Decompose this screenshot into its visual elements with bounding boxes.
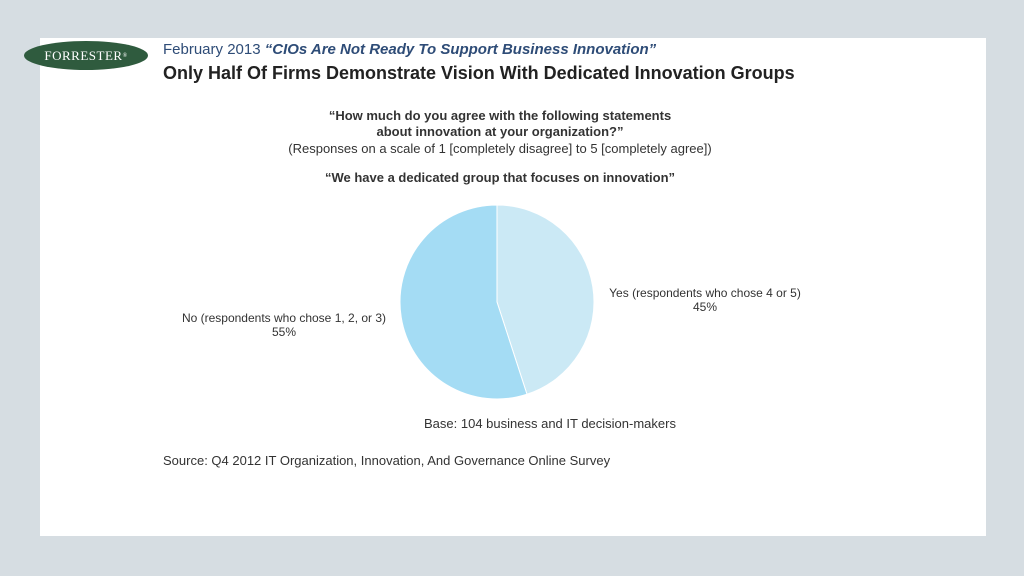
slice-value-yes: 45%: [692, 300, 718, 314]
report-title: “CIOs Are Not Ready To Support Business …: [264, 41, 657, 58]
slice-label-no-text: No (respondents who chose 1, 2, or 3): [181, 311, 387, 325]
pie-slice-yes: [496, 204, 595, 395]
report-date: February 2013: [163, 41, 261, 58]
slide-headline: Only Half Of Firms Demonstrate Vision Wi…: [163, 63, 795, 83]
pie-slice-no: [399, 204, 528, 400]
statement: “We have a dedicated group that focuses …: [324, 170, 676, 185]
slice-value-no: 55%: [271, 325, 297, 339]
report-reference: February 2013 “CIOs Are Not Ready To Sup…: [163, 41, 656, 58]
slice-label-no: No (respondents who chose 1, 2, or 3) 55…: [168, 311, 400, 339]
slice-label-yes-text: Yes (respondents who chose 4 or 5): [609, 286, 801, 300]
base-note: Base: 104 business and IT decision-maker…: [424, 416, 676, 431]
question-line-2: about innovation at your organization?”: [376, 124, 624, 139]
scale-note: (Responses on a scale of 1 [completely d…: [288, 141, 712, 156]
slice-label-yes: Yes (respondents who chose 4 or 5) 45%: [600, 286, 810, 314]
logo-registered-mark: ®: [122, 52, 128, 59]
question-line-1: “How much do you agree with the followin…: [328, 108, 672, 123]
source-note: Source: Q4 2012 IT Organization, Innovat…: [163, 453, 611, 468]
logo-text: FORRESTER: [44, 47, 123, 63]
forrester-logo: FORRESTER ®: [24, 41, 148, 70]
